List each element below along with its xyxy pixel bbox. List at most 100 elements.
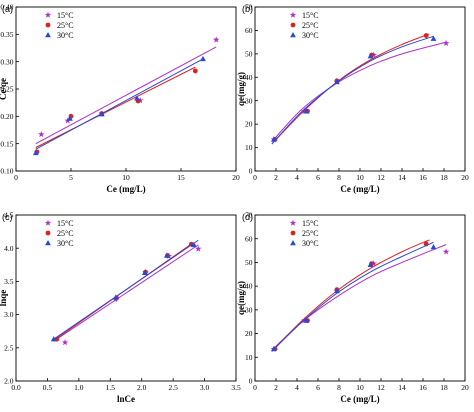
x-tick-label: 15: [177, 173, 185, 182]
legend-marker: [289, 219, 297, 226]
legend-marker: [290, 240, 296, 246]
x-tick-label: 8: [337, 383, 341, 392]
legend: 15°C25°C30°C: [289, 11, 319, 40]
data-point: [367, 53, 374, 59]
series-2: [271, 35, 437, 145]
fit-curve: [271, 33, 430, 145]
x-tick-label: 2.0: [137, 383, 147, 392]
fit-line: [53, 239, 199, 340]
data-point: [442, 248, 450, 255]
data-point: [61, 339, 69, 346]
fit-line: [35, 66, 196, 148]
x-tick-label: 12: [377, 173, 385, 182]
x-tick-label: 1.5: [106, 383, 116, 392]
x-tick-label: 6: [316, 173, 320, 182]
series-1: [271, 33, 430, 145]
y-tick-label: 40: [245, 282, 253, 291]
y-tick-label: 60: [245, 26, 253, 35]
plot-frame: [254, 214, 466, 382]
series-0: [53, 244, 202, 346]
x-tick-label: 2: [274, 383, 278, 392]
y-tick-label: 20: [245, 329, 253, 338]
y-tick-label: 4.0: [4, 244, 14, 253]
x-tick-label: 20: [461, 383, 469, 392]
series-0: [270, 244, 450, 352]
data-point: [50, 336, 57, 342]
data-point: [98, 111, 105, 117]
x-axis-label: Ce (mg/L): [340, 184, 379, 194]
series-0: [270, 39, 450, 143]
legend-marker: [44, 219, 52, 226]
data-point: [442, 39, 450, 47]
y-axis-label: qe(mg/g): [236, 281, 246, 315]
x-tick-label: 4: [295, 173, 299, 182]
y-tick-label: 0.30: [0, 57, 13, 66]
x-tick-label: 10: [356, 173, 364, 182]
x-tick-label: 5: [69, 173, 73, 182]
panel-letter: (d): [242, 212, 253, 222]
fit-curve: [271, 244, 447, 351]
data-point: [190, 241, 197, 248]
y-tick-label: 0.10: [0, 167, 13, 176]
data-point: [113, 294, 119, 300]
legend-entry: 15°C: [57, 11, 74, 20]
x-tick-label: 0.5: [43, 383, 53, 392]
data-point: [195, 245, 202, 252]
chart-panel-3: (d) 0 2 4 6 8 10 12 14 16 18 20 0 10 20 30 40 50 60 70 Ce (m…: [236, 211, 469, 404]
data-point: [271, 345, 277, 352]
y-axis-label: qe(mg/g): [236, 72, 246, 106]
y-axis-label: Ce/qe: [0, 78, 8, 100]
legend-marker: [290, 32, 296, 38]
chart-panel-0: (a) 0 5 10 15 20 0.10 0.15 0.20 0.25 0.30 0.35 0.40 C…: [0, 3, 240, 194]
legend-entry: 15°C: [302, 11, 319, 20]
legend: 15°C25°C30°C: [289, 219, 319, 248]
y-tick-label: 3.0: [4, 310, 14, 319]
y-tick-label: 0.40: [0, 3, 13, 12]
data-point: [271, 136, 277, 142]
panel-letter: (a): [2, 4, 13, 14]
series-2: [271, 241, 437, 352]
legend-entry: 30°C: [302, 31, 319, 40]
y-tick-label: 2.0: [4, 377, 14, 386]
data-point: [67, 115, 73, 121]
x-tick-label: 10: [122, 173, 130, 182]
data-point: [200, 55, 206, 62]
legend-entry: 15°C: [57, 219, 74, 228]
legend: 15°C25°C30°C: [44, 219, 74, 248]
fit-curve: [271, 41, 447, 143]
data-point: [163, 252, 170, 258]
data-point: [141, 269, 148, 275]
x-tick-label: 1.0: [74, 383, 84, 392]
fit-line: [35, 46, 217, 145]
legend-marker: [45, 230, 51, 236]
legend-entry: 30°C: [57, 239, 74, 248]
x-tick-label: 18: [440, 173, 448, 182]
x-tick-label: 16: [419, 173, 427, 182]
x-tick-label: 20: [232, 173, 240, 182]
y-tick-label: 50: [245, 258, 253, 267]
legend-marker: [45, 22, 51, 28]
data-point: [212, 36, 220, 43]
x-tick-label: 8: [337, 173, 341, 182]
x-axis-label: lnCe: [117, 394, 135, 404]
data-point: [423, 33, 429, 38]
y-tick-label: 0.15: [0, 139, 13, 148]
y-tick-label: 60: [245, 234, 253, 243]
legend-marker: [290, 230, 296, 236]
x-tick-label: 0: [253, 173, 257, 182]
legend-entry: 25°C: [302, 229, 319, 238]
y-tick-label: 30: [245, 96, 253, 105]
data-point: [430, 35, 437, 41]
panel-letter: (b): [242, 4, 253, 14]
legend-marker: [44, 11, 52, 18]
x-tick-label: 16: [419, 383, 427, 392]
series-0: [35, 36, 220, 145]
x-tick-label: 10: [356, 383, 364, 392]
fit-curve: [271, 241, 434, 352]
plot-frame: [254, 6, 466, 172]
y-tick-label: 0.25: [0, 85, 13, 94]
data-point: [430, 244, 437, 250]
legend-entry: 25°C: [57, 229, 74, 238]
series-2: [32, 55, 206, 156]
